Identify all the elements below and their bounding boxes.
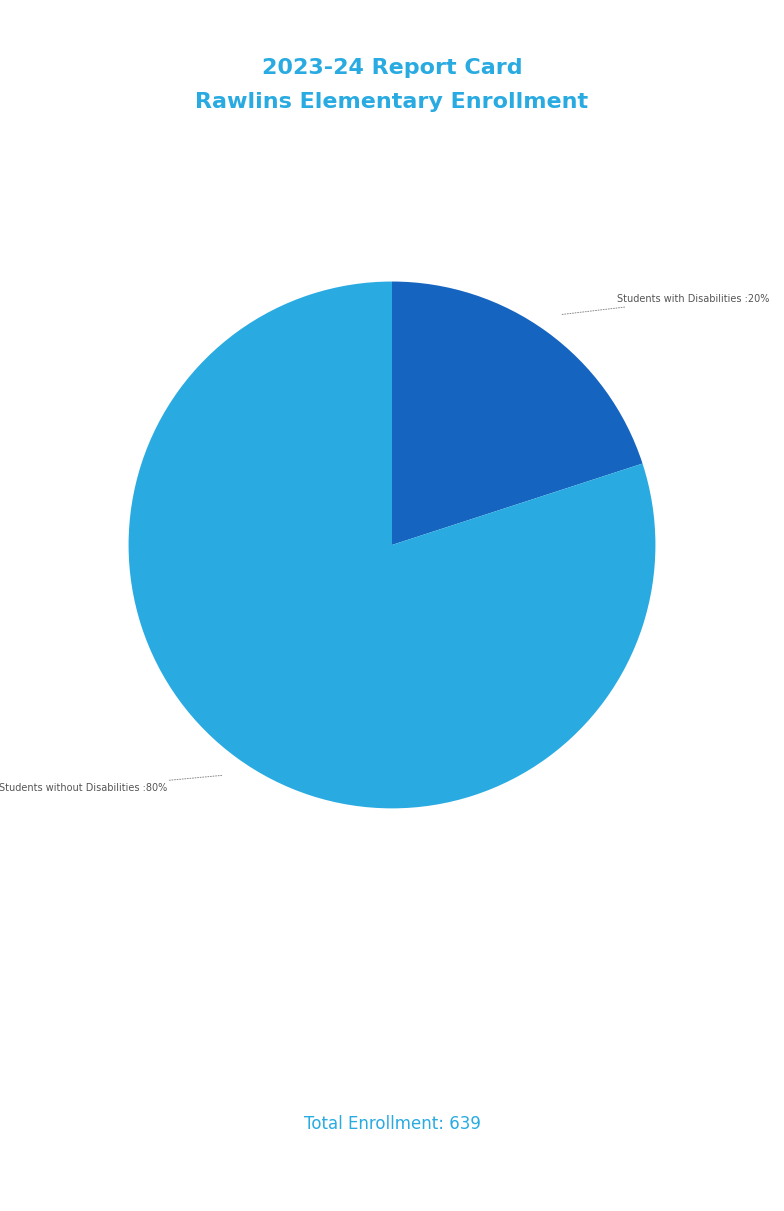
Text: Students with Disabilities :20%: Students with Disabilities :20% bbox=[562, 294, 770, 315]
Text: Total Enrollment: 639: Total Enrollment: 639 bbox=[303, 1115, 481, 1132]
Text: Students without Disabilities :80%: Students without Disabilities :80% bbox=[0, 775, 222, 793]
Text: 2023-24 Report Card: 2023-24 Report Card bbox=[262, 58, 522, 78]
Text: Rawlins Elementary Enrollment: Rawlins Elementary Enrollment bbox=[195, 92, 589, 111]
Wedge shape bbox=[392, 281, 643, 545]
Wedge shape bbox=[129, 281, 655, 809]
